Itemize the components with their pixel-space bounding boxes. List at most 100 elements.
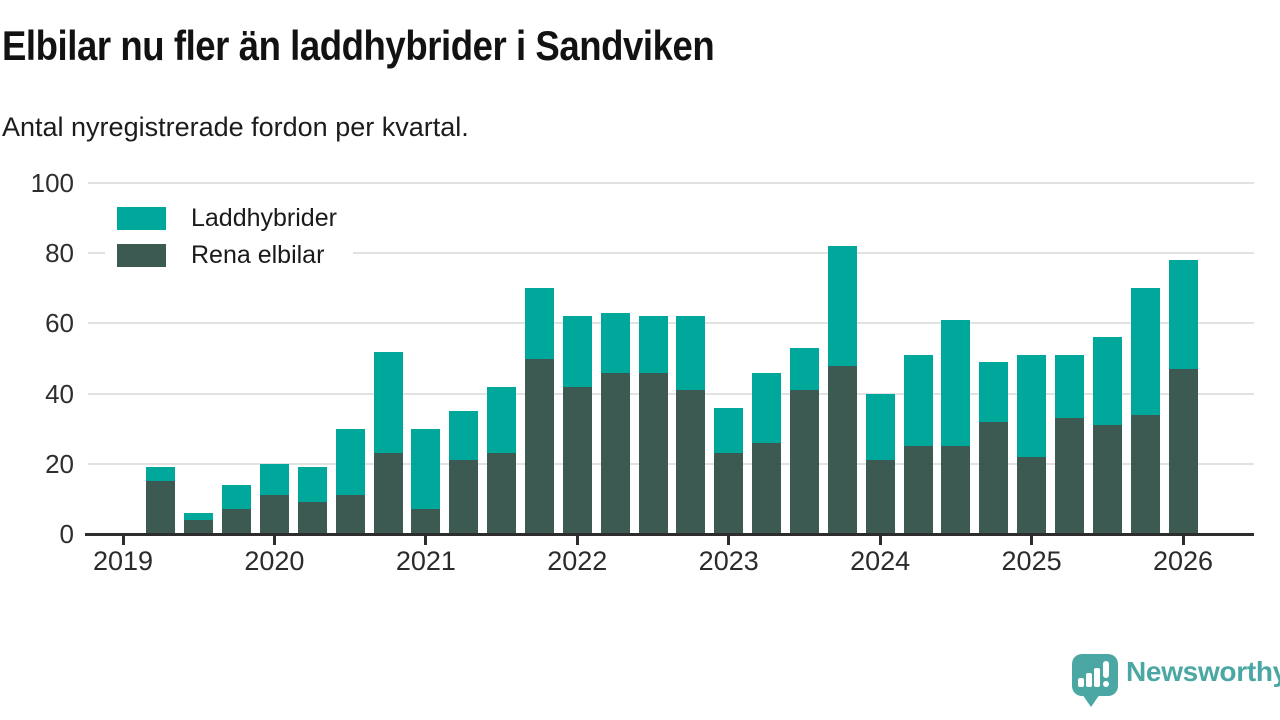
- x-tick-label-2021: 2021: [395, 546, 456, 576]
- x-tick-2020: [272, 536, 276, 545]
- gridline-80: [88, 252, 1254, 255]
- x-axis-line: [85, 533, 1254, 536]
- x-tick-2021: [424, 536, 428, 545]
- logo-speech-tail-icon: [1082, 694, 1100, 707]
- bar-segment-laddhybrider: [941, 319, 971, 447]
- x-tick-label-2026: 2026: [1152, 546, 1214, 576]
- bar-segment-rena-elbilar: [752, 442, 782, 534]
- bar-segment-laddhybrider: [789, 347, 819, 391]
- gridline-20: [88, 462, 1254, 465]
- bar-segment-laddhybrider: [146, 467, 176, 482]
- bar-2021-Q3: [487, 183, 517, 534]
- x-tick-label-2019: 2019: [92, 546, 154, 576]
- gridline-60: [88, 322, 1254, 325]
- brand-footer: Newsworthy: [1072, 654, 1280, 710]
- bar-2020-Q3: [335, 183, 365, 534]
- bar-segment-laddhybrider: [979, 362, 1009, 422]
- bar-2025-Q3: [1092, 183, 1122, 534]
- x-tick-2024: [878, 536, 882, 545]
- x-tick-2023: [727, 536, 731, 545]
- legend-swatch-laddhybrider: [117, 207, 166, 230]
- bar-segment-laddhybrider: [827, 246, 857, 366]
- legend-item-rena-elbilar: Rena elbilar: [117, 243, 337, 268]
- legend-swatch-rena-elbilar: [117, 244, 166, 267]
- bar-2021-Q2: [449, 183, 479, 534]
- bar-2024-Q2: [903, 183, 933, 534]
- bar-segment-laddhybrider: [714, 407, 744, 454]
- bar-segment-laddhybrider: [638, 316, 668, 373]
- gridline-40: [88, 392, 1254, 395]
- y-tick-label-0: 0: [59, 519, 74, 549]
- bar-segment-laddhybrider: [373, 351, 403, 454]
- bar-segment-laddhybrider: [449, 411, 479, 461]
- bar-2024-Q3: [941, 183, 971, 534]
- x-tick-label-2023: 2023: [698, 546, 759, 576]
- bar-segment-rena-elbilar: [600, 372, 630, 534]
- bar-2023-Q2: [752, 183, 782, 534]
- bar-2022-Q4: [676, 183, 706, 534]
- bar-segment-rena-elbilar: [259, 495, 289, 534]
- legend-label: Laddhybrider: [191, 204, 337, 232]
- bar-segment-laddhybrider: [1092, 337, 1122, 426]
- bar-segment-laddhybrider: [222, 484, 252, 510]
- legend-item-laddhybrider: Laddhybrider: [117, 204, 337, 232]
- newsworthy-speech-bubble-bar-chart-icon: [1072, 654, 1118, 696]
- x-tick-2019: [121, 536, 125, 545]
- bar-segment-laddhybrider: [524, 288, 554, 359]
- bar-segment-laddhybrider: [411, 428, 441, 510]
- bar-segment-rena-elbilar: [789, 390, 819, 534]
- bar-segment-rena-elbilar: [335, 495, 365, 534]
- plot-area: [85, 182, 1254, 545]
- x-tick-label-2025: 2025: [1001, 546, 1062, 576]
- bar-segment-rena-elbilar: [827, 365, 857, 534]
- bar-segment-rena-elbilar: [903, 446, 933, 534]
- bar-segment-laddhybrider: [1130, 288, 1160, 415]
- bar-segment-rena-elbilar: [1130, 414, 1160, 534]
- bar-2019-Q4: [222, 183, 252, 534]
- bar-segment-laddhybrider: [184, 512, 214, 520]
- x-tick-2022: [575, 536, 579, 545]
- y-tick-label-40: 40: [45, 378, 74, 409]
- bar-segment-laddhybrider: [1017, 355, 1047, 457]
- logo-bar-icon: [1078, 678, 1084, 687]
- bar-2020-Q4: [373, 183, 403, 534]
- x-tick-label-2022: 2022: [547, 546, 608, 576]
- bar-segment-rena-elbilar: [524, 358, 554, 534]
- bar-segment-laddhybrider: [676, 316, 706, 391]
- bar-2024-Q1: [865, 183, 895, 534]
- gridline-100: [88, 182, 1254, 184]
- bar-segment-rena-elbilar: [297, 502, 327, 534]
- y-tick-label-60: 60: [45, 308, 74, 339]
- bar-2024-Q4: [979, 183, 1009, 534]
- logo-bar-icon: [1094, 668, 1100, 687]
- bar-segment-rena-elbilar: [865, 460, 895, 534]
- bar-segment-rena-elbilar: [979, 421, 1009, 534]
- bar-segment-laddhybrider: [487, 386, 517, 454]
- x-tick-label-2020: 2020: [244, 546, 305, 576]
- bar-segment-laddhybrider: [335, 428, 365, 496]
- bar-segment-laddhybrider: [562, 316, 592, 387]
- bar-2025-Q4: [1130, 183, 1160, 534]
- bar-2019-Q3: [184, 183, 214, 534]
- chart-subtitle: Antal nyregistrerade fordon per kvartal.: [2, 112, 469, 142]
- bar-segment-rena-elbilar: [1017, 456, 1047, 534]
- bar-segment-rena-elbilar: [449, 460, 479, 534]
- bar-segment-rena-elbilar: [1054, 418, 1084, 534]
- y-tick-label-80: 80: [45, 238, 74, 269]
- bar-segment-laddhybrider: [1054, 355, 1084, 419]
- bar-segment-laddhybrider: [600, 312, 630, 373]
- x-tick-label-2024: 2024: [850, 546, 911, 576]
- bar-segment-rena-elbilar: [676, 390, 706, 534]
- bar-segment-rena-elbilar: [411, 509, 441, 534]
- bar-2023-Q4: [827, 183, 857, 534]
- x-tick-2025: [1030, 536, 1034, 545]
- bar-2020-Q1: [259, 183, 289, 534]
- bar-segment-rena-elbilar: [373, 453, 403, 534]
- bar-segment-rena-elbilar: [222, 509, 252, 534]
- bar-2023-Q1: [714, 183, 744, 534]
- bar-segment-laddhybrider: [752, 372, 782, 443]
- bar-segment-laddhybrider: [865, 393, 895, 461]
- bar-2022-Q3: [638, 183, 668, 534]
- bar-segment-rena-elbilar: [184, 519, 214, 534]
- logo-bar-icon: [1086, 673, 1092, 687]
